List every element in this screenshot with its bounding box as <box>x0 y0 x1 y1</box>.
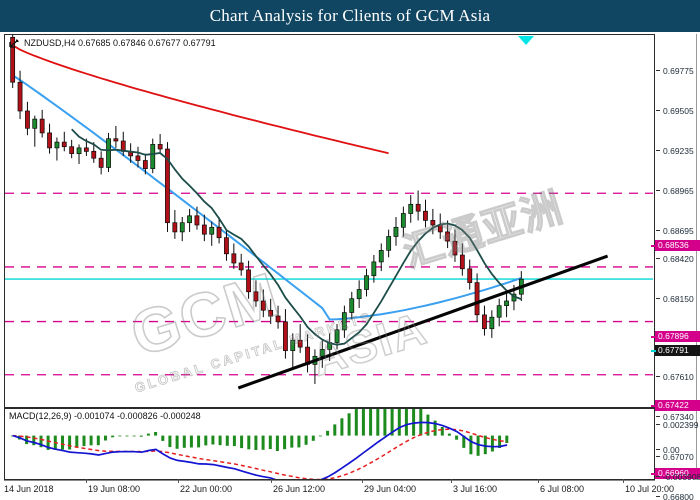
price-axis-tick: 0.69505 <box>654 106 700 117</box>
time-axis-tick: 19 Jun 08:00 <box>88 484 141 494</box>
macd-label: MACD(12,26,9) -0.001074 -0.000826 -0.000… <box>9 411 201 421</box>
macd-axis-tick: 0.00 <box>654 445 700 456</box>
price-axis-tick: 0.68150 <box>654 294 700 305</box>
time-axis-tick: 26 Jun 12:00 <box>273 484 326 494</box>
level-price-badge: 0.68536 <box>651 240 700 251</box>
price-axis-tick: 0.69775 <box>654 66 700 77</box>
macd-axis-tick: -0.003908 <box>654 472 700 483</box>
window-title-bar: Chart Analysis for Clients of GCM Asia <box>0 0 700 32</box>
macd-plot-area <box>10 409 509 479</box>
price-axis-tick: 0.66800 <box>654 492 700 500</box>
time-axis-rule <box>4 480 655 481</box>
macd-signal-line <box>12 428 508 479</box>
macd-indicator-pane[interactable]: MACD(12,26,9) -0.001074 -0.000826 -0.000… <box>4 408 654 480</box>
time-axis-tick: 3 Jul 16:00 <box>453 484 498 494</box>
symbol-header: NZDUSD,H4 0.67685 0.67846 0.67677 0.6779… <box>9 37 216 49</box>
time-axis-separator <box>538 479 539 483</box>
candlestick-series <box>10 35 524 384</box>
ma-fast-line <box>71 128 522 346</box>
time-axis-tick: 29 Jun 04:00 <box>364 484 417 494</box>
level-price-badge: 0.66960 <box>651 468 700 479</box>
price-axis-divider <box>654 34 655 408</box>
price-chart-pane[interactable]: GCM GLOBAL CAPITAL MARKETS ASIA 汇通亚洲 NZD… <box>4 34 654 408</box>
price-axis-tick: 0.67340 <box>654 412 700 423</box>
price-axis-tick: 0.67610 <box>654 372 700 383</box>
time-axis-tick: 22 Jun 00:00 <box>180 484 233 494</box>
axis-outer-border <box>696 34 697 480</box>
current-price-badge: 0.67791 <box>651 345 700 356</box>
time-axis-separator <box>271 479 272 483</box>
macd-line <box>12 421 508 479</box>
price-axis-labels[interactable]: 0.69775 0.69505 0.69235 0.68965 0.68695 0.685… <box>651 34 700 500</box>
time-axis-separator <box>178 479 179 483</box>
time-axis-separator <box>623 479 624 483</box>
page-title: Chart Analysis for Clients of GCM Asia <box>209 6 491 25</box>
time-axis-separator <box>451 479 452 483</box>
macd-histogram <box>10 409 509 456</box>
time-axis-separator <box>86 479 87 483</box>
ma-mid-line <box>12 74 522 321</box>
time-axis-separator <box>362 479 363 483</box>
price-axis-tick: 0.69235 <box>654 146 700 157</box>
crosshair-pointer-icon <box>9 38 20 49</box>
price-axis-tick: 0.67070 <box>654 452 700 463</box>
price-axis-tick: 0.68965 <box>654 186 700 197</box>
macd-axis-divider <box>654 408 655 480</box>
time-axis-tick: 6 Jul 08:00 <box>540 484 585 494</box>
time-axis-tick: 10 Jul 20:00 <box>625 484 675 494</box>
level-price-badge: 0.67896 <box>651 331 700 342</box>
price-axis-tick: 0.68420 <box>654 254 700 265</box>
level-price-badge: 0.67422 <box>651 400 700 411</box>
price-plot-area <box>5 35 653 390</box>
symbol-header-text: NZDUSD,H4 0.67685 0.67846 0.67677 0.6779… <box>24 38 216 48</box>
trend-line <box>237 254 609 390</box>
sell-arrow-marker <box>518 36 534 45</box>
time-axis-tick: 14 Jun 2018 <box>4 484 54 494</box>
price-axis-tick: 0.68695 <box>654 226 700 237</box>
ma-slow-line <box>12 44 389 155</box>
macd-axis-tick: 0.002399 <box>654 420 700 431</box>
time-axis-labels: 14 Jun 2018 19 Jun 08:00 22 Jun 00:00 26 Ju… <box>0 479 700 498</box>
